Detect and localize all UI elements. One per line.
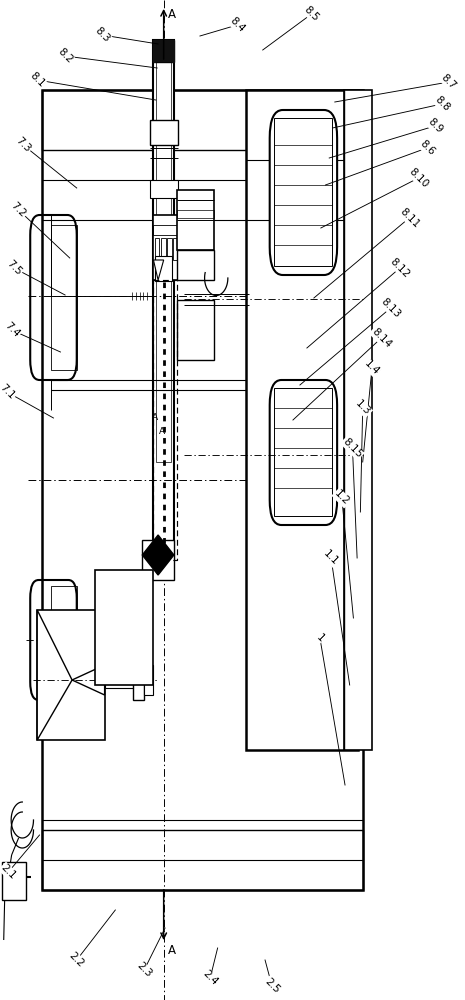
Bar — [177, 210, 214, 218]
Bar — [105, 672, 151, 688]
Text: 8.4: 8.4 — [228, 16, 246, 34]
Bar — [42, 90, 363, 150]
Bar — [37, 610, 105, 740]
Bar — [153, 40, 174, 62]
Text: 1.1: 1.1 — [322, 549, 340, 567]
Bar — [156, 62, 171, 462]
Text: 2.4: 2.4 — [201, 969, 219, 987]
Bar — [133, 660, 144, 700]
FancyBboxPatch shape — [270, 380, 337, 525]
Bar — [51, 586, 77, 694]
Bar — [51, 225, 77, 370]
Text: 8.3: 8.3 — [93, 26, 112, 44]
Text: A: A — [168, 7, 176, 20]
Bar — [144, 665, 153, 695]
Bar — [155, 238, 159, 260]
Text: 8.12: 8.12 — [388, 256, 412, 280]
Polygon shape — [37, 610, 72, 740]
Bar — [42, 830, 363, 890]
Text: 7.1: 7.1 — [0, 383, 16, 401]
Text: 8.11: 8.11 — [398, 206, 421, 230]
Polygon shape — [153, 260, 164, 280]
Bar — [274, 118, 332, 266]
Bar — [95, 570, 153, 685]
Bar — [177, 300, 214, 360]
Text: A: A — [159, 427, 165, 436]
Text: 2.2: 2.2 — [67, 951, 86, 969]
Text: 1.3: 1.3 — [353, 399, 372, 417]
Bar — [167, 238, 172, 260]
Text: 1.4: 1.4 — [363, 359, 381, 377]
Text: A: A — [168, 944, 176, 956]
Bar — [173, 238, 178, 260]
Text: 2.1: 2.1 — [0, 863, 18, 881]
Text: 2.5: 2.5 — [263, 977, 281, 995]
Text: 8.6: 8.6 — [418, 139, 436, 157]
Text: 1: 1 — [314, 632, 326, 644]
Text: A: A — [152, 413, 159, 422]
Bar — [155, 256, 172, 281]
Bar — [161, 238, 166, 260]
Bar — [142, 540, 174, 580]
Bar — [177, 190, 214, 250]
Text: 8.5: 8.5 — [302, 5, 321, 23]
Bar — [150, 180, 178, 198]
Bar — [42, 90, 363, 890]
Text: 8.9: 8.9 — [425, 117, 444, 135]
Bar — [153, 215, 184, 280]
Bar — [177, 250, 214, 280]
Bar — [150, 120, 178, 145]
Bar — [2, 862, 26, 900]
Text: 7.2: 7.2 — [9, 201, 28, 219]
FancyBboxPatch shape — [270, 110, 337, 275]
Bar — [274, 388, 332, 516]
Text: 8.14: 8.14 — [370, 326, 393, 350]
Text: 2.3: 2.3 — [135, 961, 153, 979]
Text: 8.8: 8.8 — [432, 95, 451, 113]
Bar — [344, 90, 372, 750]
Text: 8.2: 8.2 — [56, 47, 74, 65]
Polygon shape — [72, 665, 105, 695]
Text: 8.13: 8.13 — [379, 296, 402, 320]
Bar — [246, 90, 358, 750]
Text: 1.2: 1.2 — [332, 489, 351, 507]
Text: 8.7: 8.7 — [439, 73, 458, 91]
Polygon shape — [142, 535, 158, 575]
Text: 7.5: 7.5 — [5, 259, 23, 277]
Bar — [153, 40, 174, 560]
Text: 7.4: 7.4 — [2, 321, 21, 339]
Bar — [153, 225, 184, 235]
Text: 7.3: 7.3 — [14, 136, 33, 154]
Text: 8.1: 8.1 — [28, 71, 46, 89]
Polygon shape — [158, 535, 174, 575]
Text: 8.15: 8.15 — [341, 436, 364, 460]
Text: 8.10: 8.10 — [407, 166, 430, 190]
